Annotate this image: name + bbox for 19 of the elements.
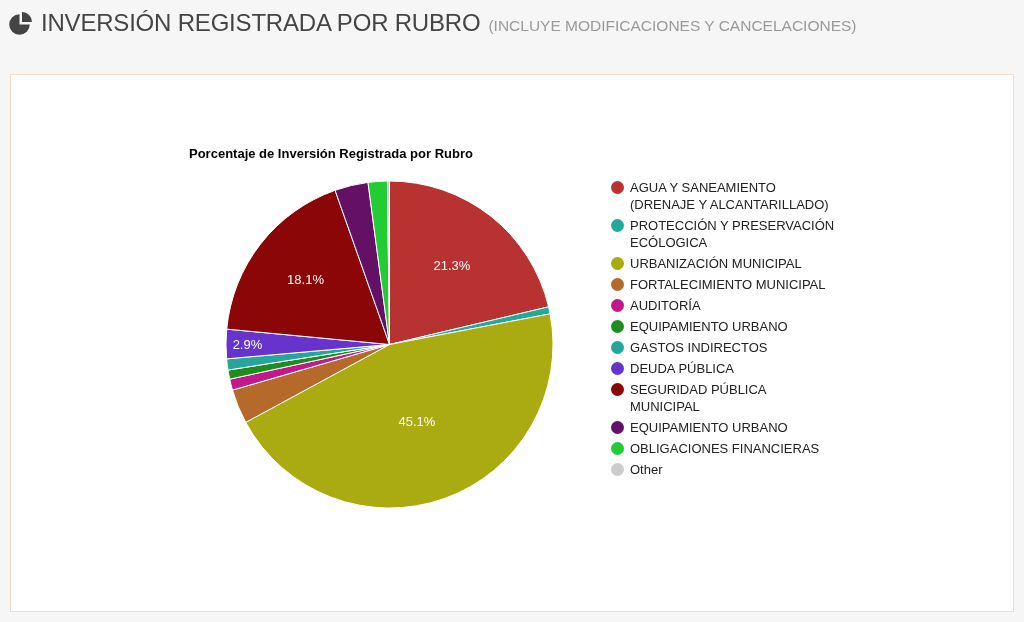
legend-label: AGUA Y SANEAMIENTO (DRENAJE Y ALCANTARILLADO) xyxy=(630,180,829,212)
legend-label: EQUIPAMIENTO URBANO xyxy=(630,319,788,334)
text: Porcentaje de Inversión Registrada por Rubro xyxy=(189,146,473,161)
legend-label: Other xyxy=(630,462,663,477)
legend-label: EQUIPAMIENTO URBANO xyxy=(630,420,788,435)
data-label: 18.1% xyxy=(287,271,325,287)
chart-subtitle: (INCLUYE MODIFICACIONES Y CANCELACIONES) xyxy=(488,17,857,35)
chart-title: INVERSIÓN REGISTRADA POR RUBRO xyxy=(41,9,481,37)
legend-label: DEUDA PÚBLICA xyxy=(630,361,735,376)
data-label: 2.9% xyxy=(232,337,263,352)
legend-label: FORTALECIMIENTO MUNICIPAL xyxy=(630,277,826,292)
data-label: 21.3% xyxy=(433,257,471,273)
legend-label: SEGURIDAD PÚBLICA MUNICIPAL xyxy=(630,382,767,414)
legend-label: OBLIGACIONES FINANCIERAS xyxy=(630,441,820,456)
legend-label: URBANIZACIÓN MUNICIPAL xyxy=(630,256,802,271)
legend-label: GASTOS INDIRECTOS xyxy=(630,340,768,355)
legend-label: PROTECCIÓN Y PRESERVACIÓN ECÓLOGICA xyxy=(630,218,835,250)
data-label: 45.1% xyxy=(398,414,436,430)
legend-label: AUDITORÍA xyxy=(630,298,701,313)
